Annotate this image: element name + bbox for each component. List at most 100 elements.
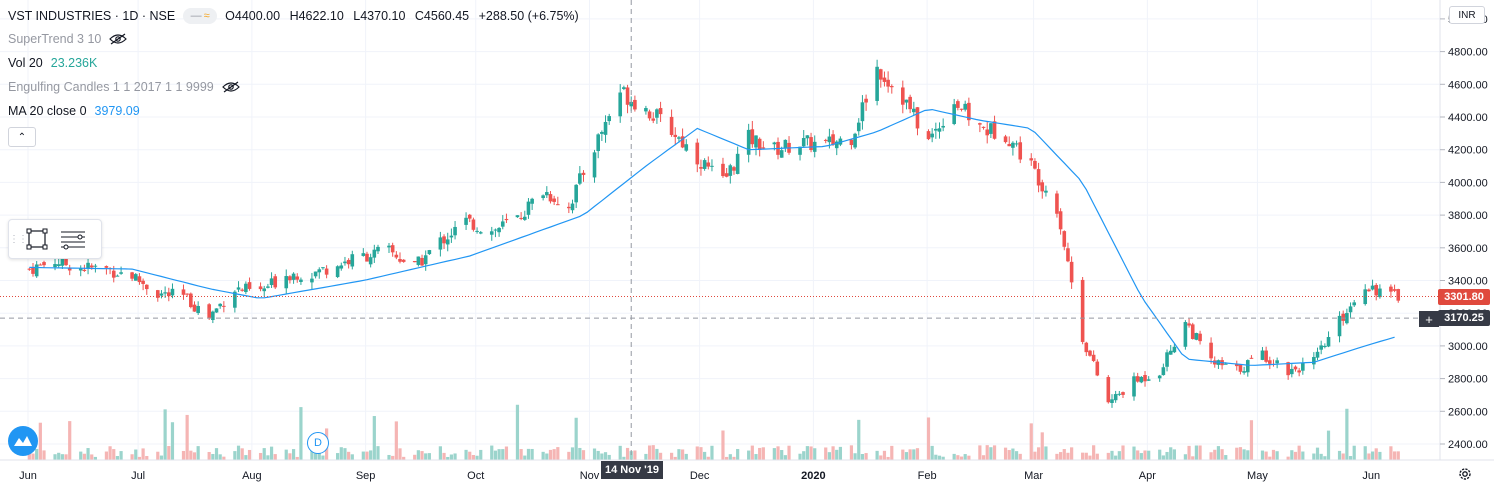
candle-body xyxy=(655,109,659,118)
volume-bar xyxy=(64,454,68,460)
candle-body xyxy=(467,214,472,219)
crosshair-date-label: 14 Nov '19 xyxy=(601,461,663,479)
candle-body xyxy=(772,142,777,145)
candle-body xyxy=(600,131,604,134)
candle-body xyxy=(170,288,175,296)
ohlc-values: O4400.00 H4622.10 L4370.10 C4560.45 +288… xyxy=(225,9,585,23)
candle-body xyxy=(644,108,648,112)
volume-bar xyxy=(207,451,211,460)
volume-bar xyxy=(167,446,171,460)
candle-body xyxy=(284,276,289,289)
candle-body xyxy=(1172,346,1177,353)
candle-body xyxy=(1242,371,1246,373)
candle-body xyxy=(130,272,134,279)
volume-bar xyxy=(776,446,780,460)
currency-label[interactable]: INR xyxy=(1449,6,1485,24)
volume-bar xyxy=(1268,456,1272,460)
volume-bar xyxy=(1286,456,1290,460)
candle-body xyxy=(1370,285,1375,290)
candle-body xyxy=(233,291,237,308)
volume-bar xyxy=(736,448,740,460)
candle-body xyxy=(504,218,509,221)
volume-bar xyxy=(556,447,560,460)
indicator-supertrend[interactable]: SuperTrend 3 10 xyxy=(8,32,128,46)
volume-bar xyxy=(1378,451,1382,460)
volume-bar xyxy=(394,421,398,460)
lines-tool-button[interactable] xyxy=(55,222,91,256)
volume-bar xyxy=(391,455,395,460)
drag-handle-icon[interactable]: ⋮⋮ xyxy=(9,233,28,245)
candle-body xyxy=(930,133,934,138)
candle-body xyxy=(1352,302,1357,306)
chart-type-toggle[interactable]: — ≈ xyxy=(183,8,218,24)
candle-body xyxy=(258,286,263,290)
collapse-indicators-button[interactable]: ⌃ xyxy=(8,127,36,147)
symbol-title[interactable]: VST INDUSTRIES · 1D · NSE xyxy=(8,9,176,23)
price-axis[interactable]: 2400.002600.002800.003000.003200.003400.… xyxy=(1440,14,1488,451)
indicator-volume[interactable]: Vol 20 23.236K xyxy=(8,56,97,70)
volume-bar xyxy=(233,451,237,460)
volume-bar xyxy=(548,449,553,460)
candle-body xyxy=(313,271,318,277)
horizontal-lines-icon xyxy=(61,231,85,250)
volume-bar xyxy=(1014,451,1019,460)
volume-bar xyxy=(732,456,736,460)
rectangle-tool-button[interactable] xyxy=(19,222,55,256)
volume-bar xyxy=(1238,447,1243,460)
volume-bar xyxy=(783,455,787,460)
price-tick-label: 4200.00 xyxy=(1448,145,1488,157)
drawing-toolbar[interactable]: ⋮⋮ xyxy=(8,219,102,259)
hidden-eye-icon[interactable] xyxy=(109,33,128,45)
volume-bar xyxy=(493,450,498,460)
candle-body xyxy=(31,267,35,274)
candle-body xyxy=(625,87,630,105)
candle-body xyxy=(394,254,399,258)
add-alert-plus-icon[interactable]: + xyxy=(1419,311,1439,327)
volume-bar xyxy=(754,454,758,460)
volume-bar xyxy=(710,445,714,460)
volume-bar xyxy=(119,451,123,460)
volume-bar xyxy=(622,456,626,460)
candle-body xyxy=(42,262,46,266)
volume-bar xyxy=(750,445,754,460)
candle-body xyxy=(1168,350,1173,355)
volume-bar xyxy=(266,455,270,460)
candle-body xyxy=(801,138,806,147)
indicator-ma[interactable]: MA 20 close 0 3979.09 xyxy=(8,104,140,118)
time-tick-label: Sep xyxy=(356,470,376,482)
candle-body xyxy=(992,121,997,139)
settings-gear-icon[interactable] xyxy=(1454,463,1476,485)
volume-bar xyxy=(130,454,134,460)
candle-body xyxy=(574,184,578,203)
volume-bar xyxy=(761,447,765,460)
candle-body xyxy=(1036,169,1041,186)
tradingview-logo-icon[interactable] xyxy=(8,426,38,456)
time-tick-label: Nov xyxy=(580,470,600,482)
volume-bar xyxy=(181,450,186,460)
dividend-marker-icon[interactable]: D xyxy=(307,432,329,454)
volume-bar xyxy=(343,448,347,460)
volume-bar xyxy=(1191,456,1195,460)
candle-body xyxy=(423,255,428,265)
indicator-engulfing[interactable]: Engulfing Candles 1 1 2017 1 1 9999 xyxy=(8,80,240,94)
candle-body xyxy=(335,266,340,278)
volume-bar xyxy=(1271,449,1276,460)
volume-bar xyxy=(1081,452,1085,460)
candle-body xyxy=(519,217,523,219)
hidden-eye-icon[interactable] xyxy=(221,81,240,93)
time-axis[interactable]: Jun Jul Aug Sep Oct Nov Dec 2020 Feb Mar Apr May Jun xyxy=(19,470,1380,482)
volume-bar xyxy=(156,451,160,460)
volume-bar xyxy=(926,417,931,460)
candle-body xyxy=(721,163,725,177)
candle-body xyxy=(115,275,120,277)
candle-body xyxy=(937,128,942,132)
candle-body xyxy=(809,137,813,151)
candle-body xyxy=(1080,279,1085,342)
volume-bar xyxy=(413,454,417,460)
volume-bar xyxy=(545,453,549,460)
volume-bar xyxy=(805,446,809,460)
volume-bar xyxy=(912,449,916,460)
candle-body xyxy=(522,216,527,220)
candle-body xyxy=(1345,313,1349,324)
